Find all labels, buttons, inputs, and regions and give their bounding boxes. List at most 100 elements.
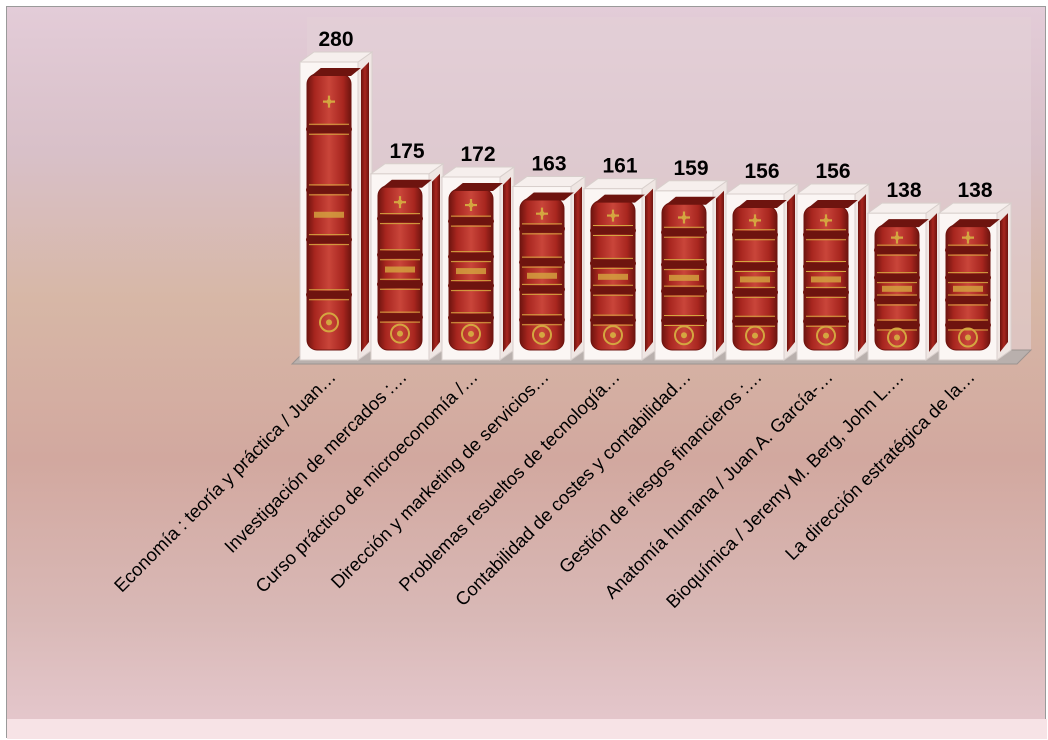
value-label-2: 175 <box>389 140 424 163</box>
spine-band <box>306 125 352 134</box>
bar-2 <box>369 162 445 361</box>
value-label-4: 163 <box>531 153 566 176</box>
chart-frame: 280 Economía : teoría y práctica / Juan… 1… <box>6 6 1047 739</box>
spine-title-plaque <box>598 273 628 280</box>
value-label-10: 138 <box>957 179 992 202</box>
spine-ornament-dot <box>752 217 758 223</box>
spine-band <box>732 288 778 297</box>
spine-band <box>874 296 920 305</box>
frame-bottom-strip <box>7 719 1047 739</box>
spine-medallion <box>958 327 978 348</box>
book-top <box>808 199 858 208</box>
spine-title-plaque <box>882 285 912 292</box>
spine-band <box>874 246 920 255</box>
value-label-9: 138 <box>886 179 921 202</box>
spine-band <box>306 185 352 194</box>
value-label-5: 161 <box>602 155 637 178</box>
spine-band <box>661 260 707 269</box>
spine-title-plaque <box>314 211 344 218</box>
spine-band <box>590 286 636 295</box>
spine-band <box>306 235 352 244</box>
spine-ornament-dot <box>326 99 332 105</box>
spine-band <box>732 317 778 326</box>
spine-band <box>661 228 707 237</box>
bar-top-face <box>369 163 445 175</box>
bar-1 <box>298 51 374 361</box>
spine-band <box>803 288 849 297</box>
spine-band <box>661 316 707 325</box>
book-top <box>311 68 361 76</box>
spine-band <box>519 315 565 324</box>
spine-medallion-center <box>610 332 616 339</box>
bar-top-face <box>866 202 942 214</box>
book-top <box>666 196 716 205</box>
spine-band <box>590 259 636 268</box>
spine-band <box>377 250 423 259</box>
spine-ornament-dot <box>468 202 474 208</box>
book-side <box>432 173 440 352</box>
spine-medallion <box>887 327 907 348</box>
spine-band <box>448 313 494 322</box>
spine-band <box>874 273 920 282</box>
spine-title-plaque <box>669 274 699 281</box>
bar-4 <box>511 175 587 361</box>
spine-band <box>732 230 778 239</box>
book-side <box>361 62 369 352</box>
spine-band <box>945 246 991 255</box>
spine-medallion <box>461 323 481 344</box>
value-label-6: 159 <box>673 157 708 180</box>
book-top <box>879 219 929 228</box>
spine-title-plaque <box>527 272 557 279</box>
book-top <box>382 179 432 188</box>
spine-ornament-dot <box>894 235 900 241</box>
spine-medallion <box>816 325 836 346</box>
spine-title-plaque <box>811 276 841 283</box>
spine-medallion-center <box>539 331 545 338</box>
book-side <box>574 186 582 352</box>
bar-top-face <box>937 202 1013 214</box>
spine-band <box>945 273 991 282</box>
spine-medallion-center <box>894 334 900 341</box>
bar-top-face <box>298 51 374 63</box>
spine-medallion <box>319 312 339 333</box>
spine-band <box>519 224 565 233</box>
spine-band <box>448 281 494 290</box>
book-side <box>787 193 795 352</box>
spine-medallion <box>532 324 552 345</box>
spine-medallion-center <box>468 330 474 337</box>
spine-band <box>945 321 991 330</box>
spine-medallion <box>390 323 410 344</box>
spine-ornament-dot <box>823 217 829 223</box>
bar-10 <box>937 202 1013 361</box>
bar-top-face <box>440 166 516 178</box>
spine-band <box>519 258 565 267</box>
spine-band <box>590 226 636 235</box>
book-side <box>716 190 724 352</box>
spine-medallion-center <box>397 330 403 337</box>
book-top <box>737 199 787 208</box>
book-top <box>950 219 1000 228</box>
spine-title-plaque <box>456 268 486 275</box>
spine-medallion-center <box>326 319 332 326</box>
value-label-1: 280 <box>318 28 353 51</box>
spine-band <box>803 262 849 271</box>
spine-ornament-dot <box>610 213 616 219</box>
bar-top-face <box>653 180 729 192</box>
spine-medallion-center <box>752 332 758 339</box>
bar-6 <box>653 179 729 361</box>
book-side <box>858 193 866 352</box>
book-top <box>524 192 574 201</box>
book-top <box>595 194 645 203</box>
spine-medallion <box>745 325 765 346</box>
spine-medallion <box>674 325 694 346</box>
spine-band <box>377 313 423 322</box>
value-label-8: 156 <box>815 160 850 183</box>
value-label-3: 172 <box>460 143 495 166</box>
bar-top-face <box>511 176 587 188</box>
spine-band <box>661 287 707 296</box>
spine-medallion-center <box>965 334 971 341</box>
spine-band <box>448 252 494 261</box>
spine-band <box>874 321 920 330</box>
spine-band <box>590 316 636 325</box>
